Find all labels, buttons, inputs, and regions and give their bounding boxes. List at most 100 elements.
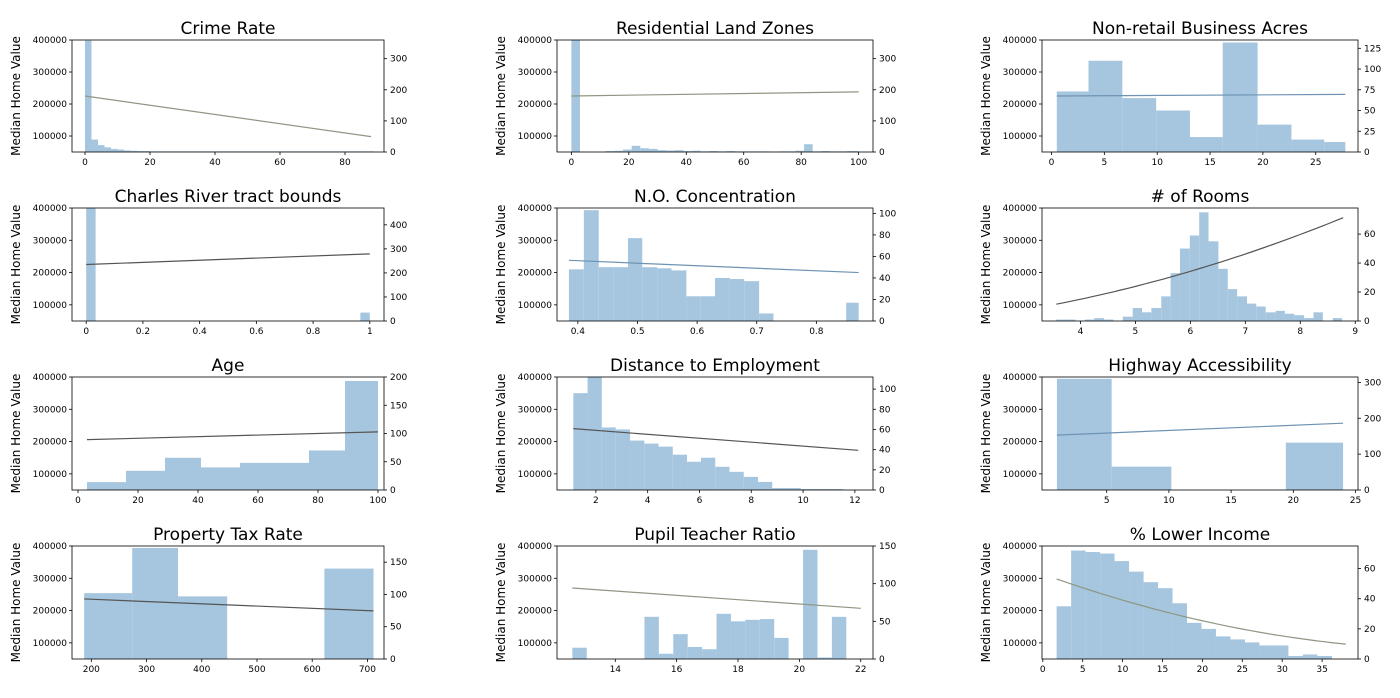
histogram-bar bbox=[757, 481, 773, 490]
x-tick-label: 6 bbox=[1188, 327, 1194, 337]
x-tick-label: 16 bbox=[671, 665, 683, 675]
left-y-tick-label: 200000 bbox=[1003, 100, 1038, 110]
histogram-bar bbox=[631, 145, 641, 152]
x-tick-label: 20 bbox=[623, 158, 635, 168]
y-axis-label: Median Home Value bbox=[979, 205, 993, 325]
histogram-bar bbox=[1288, 655, 1303, 659]
histogram-bar bbox=[1142, 312, 1152, 321]
x-tick-label: 0 bbox=[75, 496, 81, 506]
histogram-bar bbox=[745, 619, 760, 659]
histogram-bar bbox=[759, 313, 774, 321]
histogram-bar bbox=[726, 151, 736, 152]
histogram-bar bbox=[686, 296, 701, 321]
subplot-4: 100000 200000 300000 400000 0 100 200 300 400 0 0.… bbox=[9, 187, 407, 337]
right-y-tick-label: 0 bbox=[390, 655, 396, 665]
x-tick-label: 6 bbox=[697, 496, 703, 506]
x-tick-label: 0.6 bbox=[249, 327, 264, 337]
plot-frame bbox=[556, 39, 874, 153]
x-tick-label: 5 bbox=[1133, 327, 1139, 337]
trend-line bbox=[1056, 422, 1344, 436]
x-tick-label: 25 bbox=[1310, 158, 1321, 168]
right-y-tick-label: 20 bbox=[1364, 288, 1376, 298]
x-tick-label: 22 bbox=[855, 665, 866, 675]
left-y-tick-label: 100000 bbox=[33, 132, 68, 142]
histogram-bar bbox=[613, 267, 628, 321]
subplot-2: 100000 200000 300000 400000 0 100 200 300 0 20 40 6… bbox=[494, 19, 896, 168]
histogram-bar bbox=[1237, 296, 1247, 321]
histogram-bar bbox=[132, 547, 179, 659]
subplot-8: 100000 200000 300000 400000 0 20 40 60 80 100 2 4 6 8… bbox=[494, 356, 896, 506]
histogram-bar bbox=[657, 150, 667, 152]
histogram-bar bbox=[1114, 561, 1130, 659]
histogram-bar bbox=[715, 277, 730, 321]
left-y-tick-label: 400000 bbox=[1003, 204, 1038, 214]
y-axis-label: Median Home Value bbox=[9, 36, 23, 156]
histogram-bar bbox=[1208, 241, 1219, 321]
histogram-bar bbox=[1189, 235, 1200, 321]
left-y-tick-label: 100000 bbox=[1003, 132, 1038, 142]
histogram-bar bbox=[1132, 307, 1143, 321]
left-y-tick-label: 200000 bbox=[33, 269, 68, 279]
histogram-bar bbox=[345, 380, 378, 490]
right-y-tick-label: 100 bbox=[879, 117, 896, 127]
subplot-title: Age bbox=[212, 356, 245, 376]
histogram-bar bbox=[572, 647, 587, 659]
histogram-bar bbox=[165, 457, 201, 490]
right-y-tick-label: 300 bbox=[390, 55, 407, 65]
x-tick-label: 4 bbox=[645, 496, 651, 506]
right-y-tick-label: 0 bbox=[879, 148, 885, 158]
y-axis-label: Median Home Value bbox=[9, 374, 23, 494]
histogram-bar bbox=[623, 149, 632, 152]
histogram-bar bbox=[1324, 142, 1346, 152]
x-tick-label: 0 bbox=[83, 327, 89, 337]
histogram-bar bbox=[1172, 603, 1187, 659]
histogram-bar bbox=[642, 267, 658, 321]
left-y-tick-label: 200000 bbox=[518, 100, 553, 110]
right-y-tick-label: 300 bbox=[390, 245, 407, 255]
left-y-tick-label: 200000 bbox=[1003, 269, 1038, 279]
trend-line bbox=[1056, 93, 1346, 97]
histogram-bar bbox=[1245, 642, 1260, 659]
x-tick-label: 60 bbox=[252, 496, 264, 506]
right-y-tick-label: 100 bbox=[390, 117, 407, 127]
histogram-bar bbox=[1065, 319, 1076, 321]
left-y-tick-label: 100000 bbox=[33, 470, 68, 480]
histogram-bar bbox=[1143, 582, 1159, 659]
histogram-bar bbox=[847, 151, 856, 152]
plot-frame bbox=[71, 39, 385, 153]
histogram-bar bbox=[178, 596, 228, 659]
left-y-tick-label: 300000 bbox=[1003, 405, 1038, 415]
left-y-tick-label: 100000 bbox=[33, 639, 68, 649]
histogram-bar bbox=[87, 482, 126, 490]
subplot-title: Non-retail Business Acres bbox=[1092, 19, 1308, 39]
x-tick-label: 0.4 bbox=[192, 327, 207, 337]
subplot-5: 100000 200000 300000 400000 0 20 40 60 80 100 0.4 0… bbox=[494, 187, 896, 337]
histogram-bar bbox=[1317, 655, 1332, 659]
plot-frame bbox=[71, 207, 385, 322]
histogram-bar bbox=[1284, 313, 1295, 321]
x-tick-label: 5 bbox=[1080, 665, 1086, 675]
plot-frame bbox=[556, 207, 874, 322]
histogram-bar bbox=[687, 461, 702, 490]
left-y-tick-label: 200000 bbox=[1003, 438, 1038, 448]
right-y-tick-label: 200 bbox=[1364, 414, 1381, 424]
right-y-tick-label: 60 bbox=[1364, 565, 1376, 575]
histogram-bar bbox=[1071, 550, 1086, 659]
x-tick-label: 25 bbox=[1350, 496, 1361, 506]
right-y-tick-label: 40 bbox=[1364, 595, 1376, 605]
histogram-bar bbox=[671, 270, 687, 321]
trend-line bbox=[84, 598, 374, 612]
histogram-bar bbox=[1222, 42, 1258, 152]
right-y-tick-label: 150 bbox=[879, 542, 896, 552]
y-axis-label: Median Home Value bbox=[494, 374, 508, 494]
x-tick-label: 9 bbox=[1352, 327, 1358, 337]
histogram-bar bbox=[1161, 296, 1171, 321]
histogram-bar bbox=[1111, 466, 1172, 490]
histogram-bar bbox=[846, 302, 859, 321]
left-y-tick-label: 400000 bbox=[518, 204, 553, 214]
x-tick-label: 40 bbox=[192, 496, 204, 506]
x-tick-label: 80 bbox=[312, 496, 324, 506]
x-tick-label: 10 bbox=[1151, 158, 1163, 168]
histogram-bar bbox=[1313, 312, 1323, 321]
histogram-bar bbox=[786, 487, 801, 490]
